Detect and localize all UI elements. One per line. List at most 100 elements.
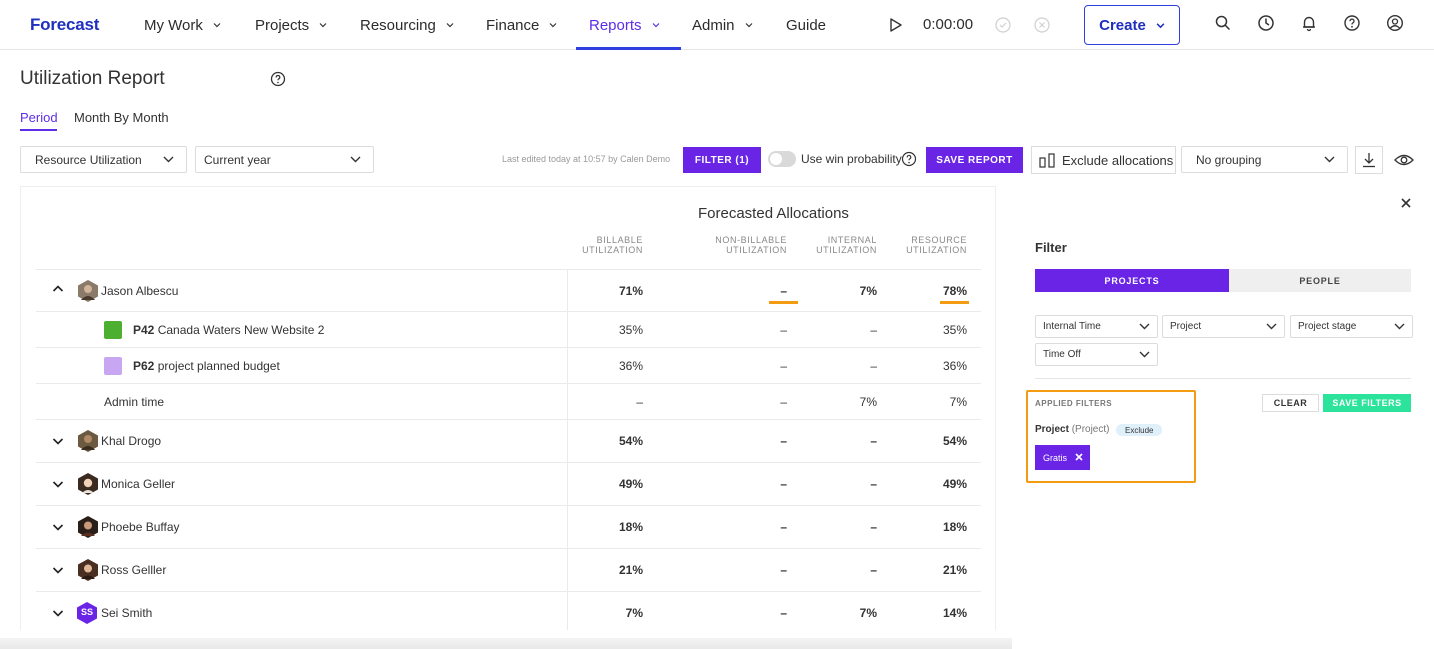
dropdown-label: Time Off bbox=[1043, 349, 1081, 360]
help-icon[interactable] bbox=[901, 151, 917, 167]
help-icon[interactable] bbox=[270, 71, 286, 87]
filter-panel-title: Filter bbox=[1035, 240, 1067, 255]
save-filters-button[interactable]: SAVE FILTERS bbox=[1323, 394, 1411, 412]
nav-finance[interactable]: Finance bbox=[486, 0, 557, 50]
nav-resourcing[interactable]: Resourcing bbox=[360, 0, 454, 50]
create-button[interactable]: Create bbox=[1084, 5, 1180, 45]
column-header-line: RESOURCE bbox=[911, 235, 967, 245]
table-row-admin[interactable]: Admin time – – 7% 7% bbox=[36, 383, 981, 419]
chevron-down-icon bbox=[1139, 323, 1150, 330]
exclude-badge[interactable]: Exclude bbox=[1116, 424, 1163, 436]
internal-value: – bbox=[870, 323, 877, 337]
filter-chip-gratis[interactable]: Gratis bbox=[1035, 445, 1090, 470]
nav-guide[interactable]: Guide bbox=[786, 0, 826, 50]
user-profile-icon[interactable] bbox=[1386, 14, 1404, 32]
download-button[interactable] bbox=[1355, 146, 1383, 174]
horizontal-scrollbar[interactable] bbox=[0, 638, 1012, 649]
table-row-person[interactable]: Jason Albescu 71% – 7% 78% bbox=[36, 269, 981, 311]
person-name: Monica Geller bbox=[101, 477, 176, 491]
segment-projects[interactable]: PROJECTS bbox=[1035, 269, 1229, 292]
billable-value: 71% bbox=[618, 284, 643, 298]
visibility-button[interactable] bbox=[1390, 146, 1418, 174]
help-icon[interactable] bbox=[1343, 14, 1361, 32]
chevron-down-icon[interactable] bbox=[52, 565, 64, 575]
tab-month-by-month[interactable]: Month By Month bbox=[74, 110, 169, 125]
time-off-dropdown[interactable]: Time Off bbox=[1035, 343, 1158, 366]
exclude-allocations-label: Exclude allocations bbox=[1062, 152, 1174, 168]
clock-icon[interactable] bbox=[1257, 14, 1275, 32]
internal-value: 7% bbox=[859, 284, 877, 298]
search-icon[interactable] bbox=[1214, 14, 1232, 32]
nav-reports[interactable]: Reports bbox=[589, 0, 660, 50]
report-type-dropdown[interactable]: Resource Utilization bbox=[20, 146, 187, 173]
billable-value: 49% bbox=[618, 477, 643, 491]
column-header-line: INTERNAL bbox=[827, 235, 877, 245]
non-billable-value: – bbox=[780, 563, 787, 577]
column-divider bbox=[567, 549, 568, 591]
chevron-down-icon bbox=[1139, 351, 1150, 358]
table-row-person[interactable]: Phoebe Buffay 18% – – 18% bbox=[36, 505, 981, 548]
resource-value: 54% bbox=[942, 434, 967, 448]
chevron-down-icon bbox=[213, 23, 221, 28]
project-stage-dropdown[interactable]: Project stage bbox=[1290, 315, 1413, 338]
chevron-down-icon bbox=[163, 156, 174, 163]
period-dropdown[interactable]: Current year bbox=[195, 146, 374, 173]
nav-my-work[interactable]: My Work bbox=[144, 0, 221, 50]
billable-value: 54% bbox=[618, 434, 643, 448]
chevron-down-icon[interactable] bbox=[52, 608, 64, 618]
grouping-dropdown[interactable]: No grouping bbox=[1181, 146, 1348, 173]
segment-people[interactable]: PEOPLE bbox=[1229, 269, 1411, 292]
save-report-button[interactable]: SAVE REPORT bbox=[926, 147, 1023, 173]
exclude-allocations-button[interactable]: Exclude allocations bbox=[1031, 146, 1176, 174]
forecast-logo[interactable]: Forecast bbox=[30, 15, 100, 34]
win-probability-toggle[interactable] bbox=[768, 151, 796, 167]
table-row-project[interactable]: P62 project planned budget 36% – – 36% bbox=[36, 347, 981, 383]
column-header-line: NON-BILLABLE bbox=[715, 235, 787, 245]
nav-finance-label: Finance bbox=[486, 16, 540, 34]
cancel-circle-icon[interactable] bbox=[1034, 17, 1050, 33]
table-row-person[interactable]: Khal Drogo 54% – – 54% bbox=[36, 419, 981, 462]
chevron-down-icon[interactable] bbox=[52, 522, 64, 532]
project-label: P42 Canada Waters New Website 2 bbox=[133, 323, 324, 337]
chevron-up-icon[interactable] bbox=[52, 284, 64, 294]
resource-value: 14% bbox=[942, 606, 967, 620]
project-code: P42 bbox=[133, 323, 155, 337]
check-circle-icon[interactable] bbox=[995, 17, 1011, 33]
avatar bbox=[78, 280, 98, 302]
chevron-down-icon[interactable] bbox=[52, 436, 64, 446]
project-color-swatch bbox=[104, 357, 122, 375]
resource-value: 49% bbox=[942, 477, 967, 491]
table-row-person[interactable]: Monica Geller 49% – – 49% bbox=[36, 462, 981, 505]
chevron-down-icon[interactable] bbox=[52, 479, 64, 489]
avatar bbox=[78, 516, 98, 538]
project-label: P62 project planned budget bbox=[133, 359, 280, 373]
remove-chip-icon[interactable] bbox=[1074, 452, 1084, 462]
person-name: Jason Albescu bbox=[101, 284, 179, 298]
column-header-resource[interactable]: RESOURCE UTILIZATION bbox=[891, 235, 967, 255]
project-dropdown[interactable]: Project bbox=[1162, 315, 1285, 338]
filter-button[interactable]: FILTER (1) bbox=[683, 147, 761, 173]
clear-filters-button[interactable]: CLEAR bbox=[1262, 394, 1319, 412]
table-row-person[interactable]: Ross Gelller 21% – – 21% bbox=[36, 548, 981, 591]
bell-icon[interactable] bbox=[1300, 14, 1318, 32]
nav-reports-label: Reports bbox=[589, 16, 642, 34]
nav-admin[interactable]: Admin bbox=[692, 0, 753, 50]
column-header-non-billable[interactable]: NON-BILLABLE UTILIZATION bbox=[697, 235, 787, 255]
applied-filters-label: APPLIED FILTERS bbox=[1035, 399, 1113, 408]
resource-value: 78% bbox=[942, 284, 967, 298]
play-icon[interactable] bbox=[889, 17, 903, 33]
nav-admin-label: Admin bbox=[692, 16, 735, 34]
close-icon[interactable] bbox=[1400, 197, 1412, 209]
column-header-internal[interactable]: INTERNAL UTILIZATION bbox=[801, 235, 877, 255]
table-row-person[interactable]: SS Sei Smith 7% – 7% 14% bbox=[36, 591, 981, 630]
nav-projects[interactable]: Projects bbox=[255, 0, 327, 50]
internal-time-dropdown[interactable]: Internal Time bbox=[1035, 315, 1158, 338]
chevron-down-icon bbox=[549, 23, 557, 28]
download-icon bbox=[1363, 153, 1375, 168]
tab-period[interactable]: Period bbox=[20, 110, 58, 125]
table-row-project[interactable]: P42 Canada Waters New Website 2 35% – – … bbox=[36, 311, 981, 347]
avatar bbox=[78, 473, 98, 495]
column-header-billable[interactable]: BILLABLE UTILIZATION bbox=[573, 235, 643, 255]
bar-chart-icon bbox=[1039, 153, 1055, 168]
avatar bbox=[78, 559, 98, 581]
